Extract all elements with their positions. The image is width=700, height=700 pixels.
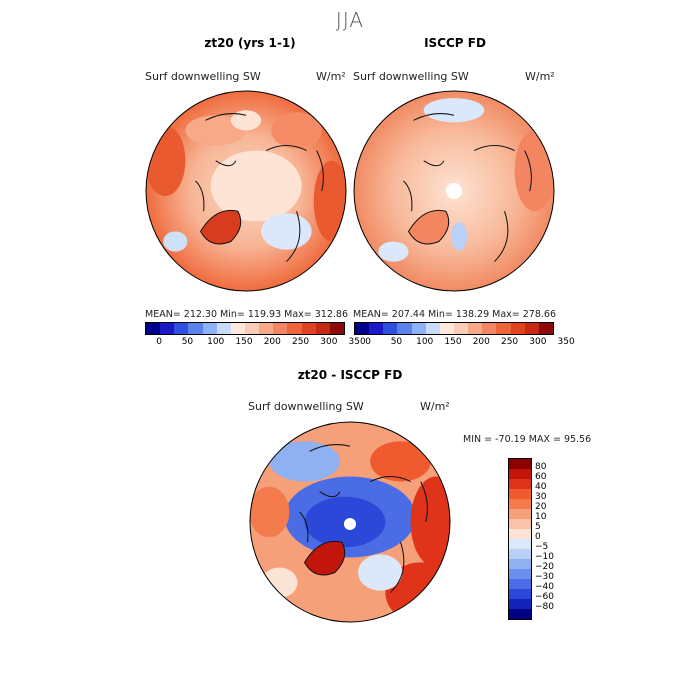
colorbar-tick-label: −40 — [535, 582, 554, 592]
colorbar-swatch — [146, 323, 161, 334]
colorbar-swatch — [301, 323, 316, 334]
colorbar-swatch — [509, 599, 531, 609]
colorbar-swatch — [509, 509, 531, 519]
colorbar-swatch — [315, 323, 330, 334]
colorbar-swatch — [509, 519, 531, 529]
panel-2-variable: Surf downwelling SW — [353, 70, 469, 83]
colorbar-tick-label: 300 — [320, 337, 338, 347]
colorbar-tick-label: 300 — [529, 337, 547, 347]
colorbar-tick-label: −80 — [535, 602, 554, 612]
colorbar-swatch — [509, 549, 531, 559]
colorbar-swatch — [509, 459, 531, 469]
map-panel-3 — [249, 421, 451, 623]
colorbar-swatch — [230, 323, 245, 334]
colorbar-swatch — [259, 323, 274, 334]
colorbar-tick-label: 20 — [535, 502, 547, 512]
colorbar-swatch — [174, 323, 189, 334]
colorbar-swatch — [509, 469, 531, 479]
colorbar-tick-label: 150 — [235, 337, 253, 347]
colorbar-swatch — [287, 323, 302, 334]
colorbar-tick-label: 10 — [535, 512, 547, 522]
panel-1-stats: MEAN= 212.30 Min= 119.93 Max= 312.86 — [145, 309, 349, 320]
colorbar-panel-1-ticks: 0 50 100 150 200 250 300 350 — [145, 337, 365, 349]
colorbar-tick-label: 150 — [444, 337, 462, 347]
colorbar-swatch — [509, 579, 531, 589]
colorbar-swatch — [397, 323, 412, 334]
figure-title: JJA — [335, 8, 365, 32]
colorbar-panel-1 — [145, 322, 345, 335]
colorbar-swatch — [509, 529, 531, 539]
colorbar-swatch — [538, 323, 553, 334]
colorbar-swatch — [273, 323, 288, 334]
panel-3-title: zt20 - ISCCP FD — [297, 368, 403, 382]
colorbar-swatch — [496, 323, 511, 334]
colorbar-tick-label: 80 — [535, 462, 547, 472]
colorbar-tick-label: 100 — [416, 337, 434, 347]
colorbar-tick-label: 350 — [348, 337, 366, 347]
colorbar-tick-label: 250 — [500, 337, 519, 347]
colorbar-swatch — [383, 323, 398, 334]
colorbar-panel-2 — [354, 322, 554, 335]
map-panel-2 — [353, 90, 555, 292]
colorbar-tick-label: −30 — [535, 572, 554, 582]
colorbar-swatch — [160, 323, 175, 334]
colorbar-tick-label: 0 — [365, 337, 372, 347]
colorbar-tick-label: 350 — [557, 337, 575, 347]
colorbar-tick-label: 100 — [207, 337, 225, 347]
map-panel-1 — [145, 90, 347, 292]
colorbar-swatch — [453, 323, 469, 334]
colorbar-swatch — [509, 479, 531, 489]
colorbar-swatch — [510, 323, 525, 334]
colorbar-swatch — [509, 559, 531, 569]
colorbar-swatch — [524, 323, 539, 334]
colorbar-tick-label: 30 — [535, 492, 547, 502]
colorbar-tick-label: −10 — [535, 552, 554, 562]
colorbar-diff — [508, 458, 532, 620]
panel-3-units: W/m² — [420, 400, 450, 413]
colorbar-swatch — [509, 569, 531, 579]
colorbar-tick-label: 60 — [535, 472, 547, 482]
colorbar-tick-label: 50 — [181, 337, 194, 347]
colorbar-swatch — [425, 323, 440, 334]
colorbar-tick-label: 200 — [263, 337, 281, 347]
colorbar-swatch — [468, 323, 483, 334]
colorbar-swatch — [439, 323, 454, 334]
colorbar-swatch — [509, 609, 531, 619]
panel-1-title: zt20 (yrs 1-1) — [204, 36, 296, 50]
colorbar-tick-label: −5 — [535, 542, 549, 552]
colorbar-tick-label: 200 — [472, 337, 490, 347]
panel-3-variable: Surf downwelling SW — [248, 400, 364, 413]
panel-3-stats: MIN = -70.19 MAX = 95.56 — [463, 434, 592, 445]
panel-1-variable: Surf downwelling SW — [145, 70, 261, 83]
colorbar-swatch — [509, 499, 531, 509]
colorbar-tick-label: −20 — [535, 562, 554, 572]
colorbar-swatch — [509, 589, 531, 599]
colorbar-swatch — [509, 489, 531, 499]
colorbar-tick-label: 0 — [156, 337, 163, 347]
colorbar-swatch — [329, 323, 344, 334]
colorbar-tick-label: 250 — [291, 337, 310, 347]
colorbar-swatch — [482, 323, 497, 334]
panel-1-units: W/m² — [316, 70, 346, 83]
colorbar-tick-label: 50 — [390, 337, 403, 347]
colorbar-tick-label: 0 — [535, 532, 541, 542]
colorbar-swatch — [188, 323, 203, 334]
colorbar-panel-2-ticks: 0 50 100 150 200 250 300 350 — [354, 337, 574, 349]
panel-2-stats: MEAN= 207.44 Min= 138.29 Max= 278.66 — [353, 309, 557, 320]
colorbar-swatch — [216, 323, 231, 334]
colorbar-tick-label: −60 — [535, 592, 554, 602]
panel-2-title: ISCCP FD — [424, 36, 486, 50]
panel-2-units: W/m² — [525, 70, 555, 83]
colorbar-tick-label: 5 — [535, 522, 541, 532]
colorbar-swatch — [244, 323, 260, 334]
colorbar-diff-ticks: 80 60 40 30 20 10 5 0 −5 −10 −20 −30 −40 −60 −80 — [535, 458, 575, 620]
colorbar-tick-label: 40 — [535, 482, 547, 492]
colorbar-swatch — [411, 323, 426, 334]
colorbar-swatch — [355, 323, 370, 334]
colorbar-swatch — [509, 539, 531, 549]
colorbar-swatch — [202, 323, 217, 334]
colorbar-swatch — [369, 323, 384, 334]
